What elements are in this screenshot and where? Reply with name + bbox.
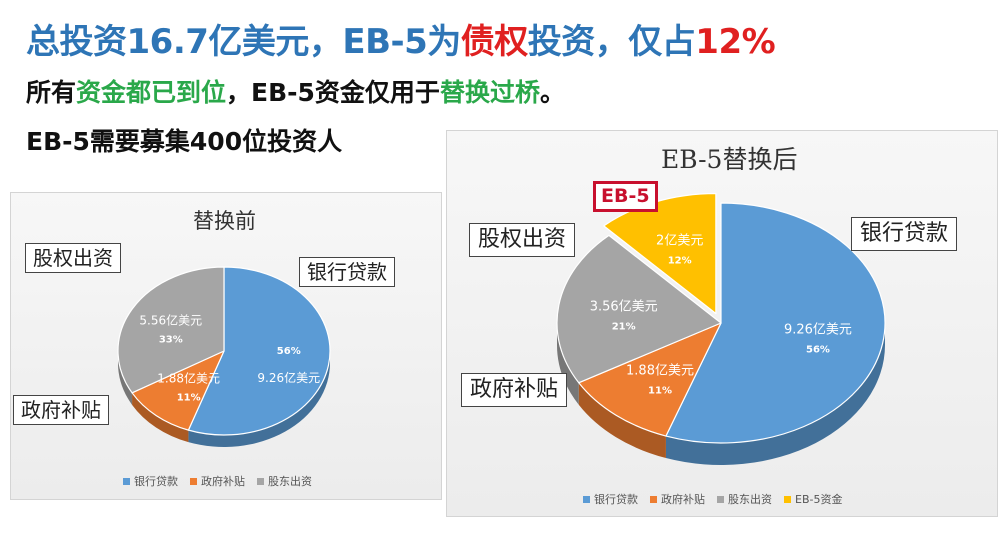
headline: 总投资16.7亿美元，EB-5为债权投资，仅占12%: [26, 14, 776, 63]
subheading-bridge: 替换过桥: [439, 78, 540, 107]
pie-chart-after: 56% 9.26亿美元 11% 1.88亿美元 21% 3.56亿美元 12% 2亿美元: [556, 192, 886, 465]
pie-slice-side: [132, 392, 189, 443]
callout-gov-subsidy: 政府补贴: [461, 373, 568, 407]
pie-slice-side: [118, 351, 133, 405]
chart-title: EB-5替换后: [661, 145, 798, 174]
pie-slice: [665, 202, 886, 444]
legend-label: 股东出资: [268, 475, 312, 488]
legend-label: 政府补贴: [661, 493, 705, 506]
headline-debt-highlight: 债权: [460, 22, 529, 62]
slice-percent-label: 11%: [177, 393, 201, 404]
pie-top-layer: [117, 266, 331, 436]
subheading-funding: 所有资金都已到位，EB-5资金仅用于替换过桥。: [26, 73, 565, 109]
callout-equity: 股权出资: [25, 243, 121, 273]
pie-label-layer: 56% 9.26亿美元 11% 1.88亿美元 21% 3.56亿美元 12% 2亿美元: [590, 234, 852, 397]
legend-label: 股东出资: [728, 493, 772, 506]
legend-label: 银行贷款: [594, 493, 638, 506]
pie-label-layer: 56% 9.26亿美元 11% 1.88亿美元 33% 5.56亿美元: [139, 313, 320, 404]
chart-legend: 银行贷款 政府补贴 股东出资 EB-5资金: [583, 491, 842, 507]
pie-slice-side: [578, 382, 666, 459]
slice-percent-label: 56%: [806, 344, 830, 355]
pie-top-layer: [556, 192, 886, 444]
slice-percent-label: 12%: [668, 256, 692, 267]
callout-gov-subsidy: 政府补贴: [13, 395, 109, 425]
legend-item: 银行贷款: [123, 473, 178, 489]
slice-percent-label: 56%: [277, 346, 301, 357]
slice-value-label: 5.56亿美元: [139, 313, 202, 328]
chart-title: 替换前: [193, 209, 256, 233]
pie-slice-side: [188, 351, 330, 447]
callout-equity: 股权出资: [469, 223, 576, 257]
eb5-highlight-tag: EB-5: [593, 181, 658, 212]
pie-slice: [578, 322, 722, 437]
legend-swatch: [583, 495, 590, 503]
legend-swatch: [717, 495, 724, 503]
pie-chart-before: 56% 9.26亿美元 11% 1.88亿美元 33% 5.56亿美元: [117, 266, 331, 447]
legend-item: 政府补贴: [190, 473, 245, 489]
slice-value-label: 9.26亿美元: [784, 322, 852, 337]
headline-percent-highlight: 12%: [695, 22, 776, 62]
callout-bank-loan: 银行贷款: [851, 217, 958, 251]
slice-percent-label: 33%: [159, 335, 183, 346]
chart-legend: 银行贷款 政府补贴 股东出资: [123, 473, 312, 489]
pie-slice: [556, 234, 722, 384]
subheading-investors: EB-5需要募集400位投资人: [26, 127, 343, 156]
legend-swatch: [784, 495, 791, 503]
slice-value-label: 2亿美元: [656, 234, 703, 249]
legend-item: EB-5资金: [784, 491, 842, 507]
headline-part-3: 投资，仅占: [527, 22, 696, 62]
legend-swatch: [257, 477, 264, 485]
legend-swatch: [190, 477, 197, 485]
headline-part-1: 总投资16.7亿美元，EB-5为: [26, 22, 461, 62]
pie-slice-side: [557, 323, 579, 405]
legend-swatch: [650, 495, 657, 503]
slice-value-label: 1.88亿美元: [157, 371, 220, 386]
subheading-funds-ready: 资金都已到位: [76, 78, 227, 107]
chart-panel-before: 替换前 56% 9.26亿美元 11% 1.88亿美元 33% 5.56亿美元 银行贷款 …: [10, 192, 442, 500]
pie-depth-layer: [118, 351, 330, 447]
slice-value-label: 3.56亿美元: [590, 299, 658, 314]
legend-item: 银行贷款: [583, 491, 638, 507]
legend-item: 政府补贴: [650, 491, 705, 507]
legend-label: EB-5资金: [795, 493, 843, 506]
pie-slice: [187, 266, 331, 436]
callout-bank-loan: 银行贷款: [299, 257, 395, 287]
legend-swatch: [123, 477, 130, 485]
legend-item: 股东出资: [717, 491, 772, 507]
pie-slice: [117, 266, 225, 394]
legend-label: 政府补贴: [201, 475, 245, 488]
legend-label: 银行贷款: [134, 475, 178, 488]
pie-slice-side: [665, 323, 885, 465]
legend-item: 股东出资: [257, 473, 312, 489]
slice-percent-label: 21%: [612, 321, 636, 332]
chart-panel-after: EB-5替换后 56% 9.26亿美元 11% 1.88亿美元 21% 3.56亿美元 12…: [446, 130, 998, 517]
slice-value-label: 1.88亿美元: [626, 363, 694, 378]
pie-depth-layer: [557, 323, 885, 465]
pie-slice: [131, 350, 225, 431]
subheading-part-3: ，EB-5资金仅用于: [226, 78, 440, 107]
subheading-part-5: 。: [539, 78, 565, 107]
slice-value-label: 9.26亿美元: [257, 370, 320, 385]
subheading-part-1: 所有: [26, 78, 77, 107]
slice-percent-label: 11%: [648, 385, 672, 396]
